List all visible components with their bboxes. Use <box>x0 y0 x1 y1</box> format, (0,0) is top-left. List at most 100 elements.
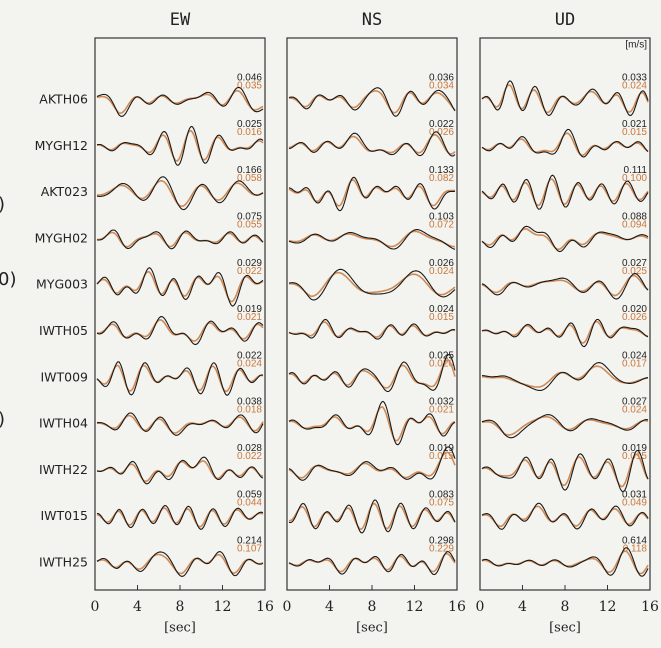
x-tick-label: 8 <box>368 599 377 615</box>
synthetic-waveform <box>481 505 649 528</box>
observed-waveform <box>96 86 264 117</box>
synthetic-peak: 0.100 <box>622 173 647 184</box>
observed-waveform <box>96 316 264 346</box>
observed-waveform <box>288 499 456 534</box>
observed-peak: 0.214 <box>237 536 262 547</box>
observed-waveform <box>481 128 649 158</box>
synthetic-peak: 0.107 <box>237 544 262 555</box>
observed-peak: 0.038 <box>237 397 262 408</box>
observed-peak: 0.032 <box>429 397 454 408</box>
synthetic-peak: 0.024 <box>429 266 454 277</box>
x-tick-label: 12 <box>214 599 232 615</box>
observed-waveform <box>96 456 264 485</box>
panel-title: EW <box>170 10 191 30</box>
synthetic-peak: 0.034 <box>429 81 454 92</box>
observed-waveform <box>481 174 649 210</box>
synthetic-peak: 0.022 <box>237 451 262 462</box>
observed-waveform <box>481 362 649 391</box>
synthetic-peak: 0.024 <box>622 81 647 92</box>
synthetic-peak: 0.026 <box>429 127 454 138</box>
synthetic-waveform <box>96 90 264 115</box>
observed-peak: 0.133 <box>429 165 454 176</box>
station-label: IWT009 <box>40 369 88 384</box>
synthetic-waveform <box>97 179 264 208</box>
text-fragment: ) <box>0 409 5 430</box>
observed-peak: 0.027 <box>622 397 647 408</box>
observed-peak: 0.019 <box>429 443 454 454</box>
observed-waveform <box>96 267 264 307</box>
synthetic-waveform <box>96 129 264 162</box>
observed-waveform <box>288 131 456 157</box>
observed-waveform <box>96 125 264 166</box>
observed-waveform <box>288 354 456 393</box>
x-tick-label: 8 <box>176 599 185 615</box>
observed-peak: 0.298 <box>429 536 454 547</box>
observed-peak: 0.021 <box>622 119 647 130</box>
synthetic-waveform <box>288 406 456 442</box>
synthetic-waveform <box>481 415 649 436</box>
observed-peak: 0.103 <box>429 212 454 223</box>
x-tick-label: 0 <box>283 599 292 615</box>
observed-waveform <box>481 414 649 439</box>
synthetic-peak: 0.075 <box>429 497 454 508</box>
observed-peak: 0.083 <box>429 489 454 500</box>
observed-waveform <box>481 225 649 253</box>
x-tick-label: 16 <box>641 599 659 615</box>
x-axis-label: [sec] <box>356 621 388 636</box>
observed-waveform <box>481 318 649 348</box>
synthetic-waveform <box>481 132 649 156</box>
panel-title: UD <box>555 10 575 30</box>
unit-label: [m/s] <box>625 40 647 51</box>
synthetic-peak: 0.044 <box>237 497 262 508</box>
synthetic-waveform <box>96 507 264 528</box>
synthetic-peak: 0.018 <box>237 405 262 416</box>
x-tick-label: 12 <box>406 599 424 615</box>
observed-peak: 0.111 <box>623 165 647 176</box>
observed-waveform <box>288 176 456 212</box>
station-label: MYG003 <box>36 277 88 292</box>
observed-waveform <box>96 551 264 577</box>
observed-waveform <box>96 504 264 531</box>
x-tick-label: 16 <box>448 599 466 615</box>
synthetic-peak: 0.072 <box>429 220 454 231</box>
observed-peak: 0.024 <box>429 304 454 315</box>
synthetic-waveform <box>481 227 649 251</box>
station-label: IWTH22 <box>39 462 88 477</box>
synthetic-peak: 0.025 <box>622 266 647 277</box>
synthetic-peak: 0.021 <box>237 312 262 323</box>
station-label: IWTH25 <box>39 555 88 570</box>
station-label: AKT023 <box>41 184 88 199</box>
observed-peak: 0.019 <box>237 304 262 315</box>
synthetic-peak: 0.026 <box>622 312 647 323</box>
x-tick-label: 4 <box>133 599 142 615</box>
station-label: MYGH02 <box>35 230 88 245</box>
x-tick-label: 0 <box>91 599 100 615</box>
observed-waveform <box>96 361 264 396</box>
x-tick-label: 16 <box>256 599 274 615</box>
synthetic-peak: 0.020 <box>429 358 454 369</box>
observed-waveform <box>288 87 456 117</box>
observed-waveform <box>288 400 456 446</box>
synthetic-peak: 0.015 <box>622 127 647 138</box>
synthetic-waveform <box>288 90 456 114</box>
station-label: IWT015 <box>40 508 88 523</box>
x-tick-label: 4 <box>325 599 334 615</box>
x-tick-label: 8 <box>561 599 570 615</box>
synthetic-waveform <box>288 552 456 573</box>
text-fragment: ) <box>0 194 5 215</box>
observed-peak: 0.022 <box>429 119 454 130</box>
x-axis-label: [sec] <box>164 621 196 636</box>
synthetic-peak: 0.024 <box>622 405 647 416</box>
observed-peak: 0.036 <box>429 73 454 84</box>
observed-peak: 0.028 <box>237 443 262 454</box>
observed-waveform <box>481 80 649 117</box>
observed-waveform <box>481 273 649 300</box>
observed-peak: 0.027 <box>622 258 647 269</box>
observed-peak: 0.022 <box>237 350 262 361</box>
observed-waveform <box>288 446 456 481</box>
synthetic-peak: 0.022 <box>237 266 262 277</box>
synthetic-peak: 0.016 <box>237 127 262 138</box>
observed-peak: 0.026 <box>429 258 454 269</box>
synthetic-peak: 0.082 <box>429 173 454 184</box>
